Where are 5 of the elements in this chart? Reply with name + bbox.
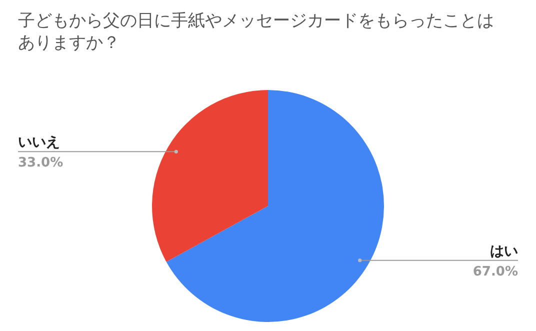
chart-title: 子どもから父の日に手紙やメッセージカードをもらったことはありますか？ — [18, 11, 494, 53]
data-label: 67.0% — [472, 264, 518, 280]
slice-label: はい — [490, 243, 518, 260]
slice-label: いいえ — [18, 134, 60, 151]
data-label: 33.0% — [18, 156, 64, 171]
